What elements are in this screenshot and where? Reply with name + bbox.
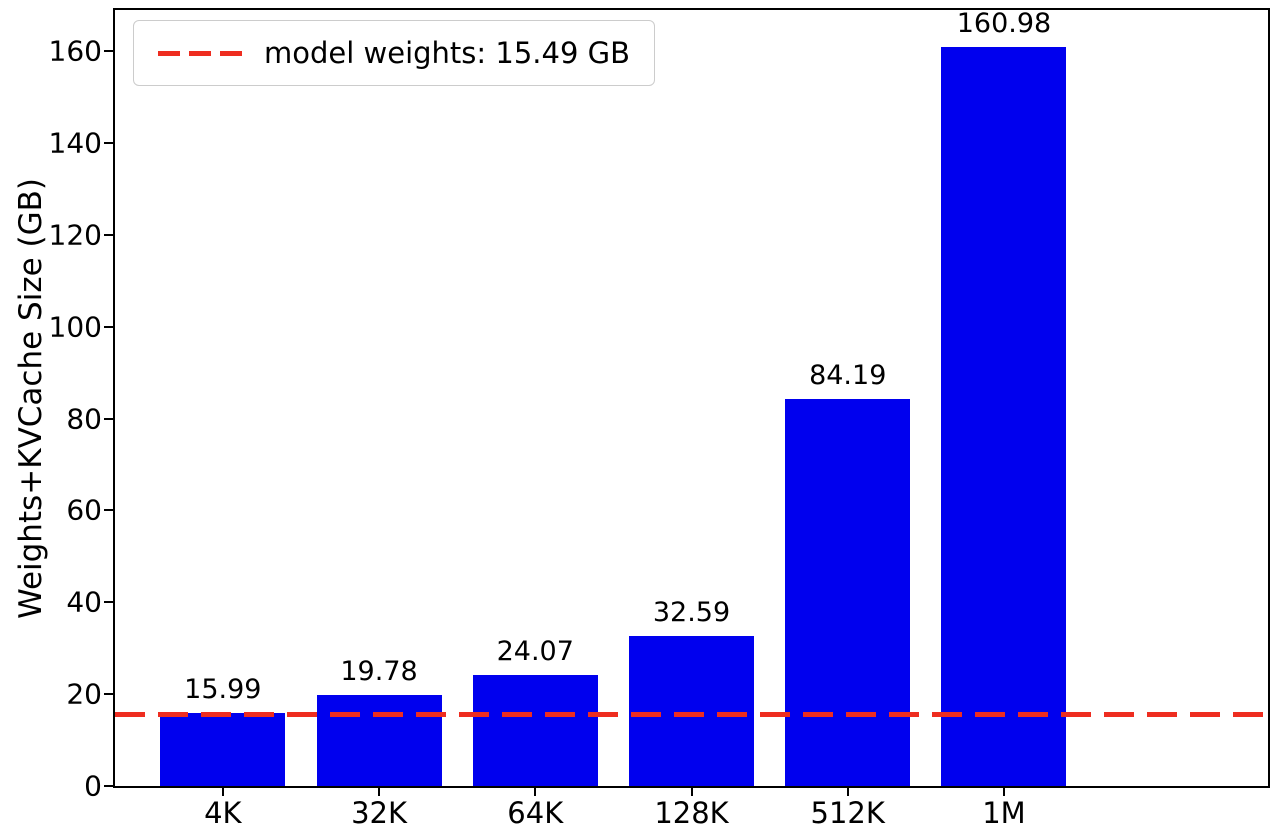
y-tick-mark: [104, 509, 113, 512]
x-tick-mark: [690, 788, 693, 796]
y-tick-label: 20: [66, 677, 102, 711]
bar-128K: [629, 636, 754, 786]
y-tick-label: 80: [66, 402, 102, 436]
legend-dashed-line-sample: [158, 50, 242, 56]
bar-value-label: 19.78: [340, 656, 418, 688]
y-tick-mark: [104, 142, 113, 145]
plot-area: model weights: 15.49 GB 15.99 19.78 24.07 3…: [113, 8, 1270, 788]
y-tick-label: 40: [66, 585, 102, 619]
bar-value-label: 160.98: [956, 7, 1052, 39]
bar-4K: [160, 712, 286, 786]
x-tick-label: 128K: [654, 796, 729, 830]
bar-64K: [472, 675, 598, 786]
y-tick-label: 100: [48, 310, 102, 344]
x-tick-mark: [221, 788, 224, 796]
x-tick-mark: [378, 788, 381, 796]
reference-line: [115, 712, 1268, 718]
x-tick-mark: [534, 788, 537, 796]
y-tick-label: 60: [66, 493, 102, 527]
y-tick-mark: [104, 693, 113, 696]
bar-1M: [941, 46, 1067, 786]
x-tick-label: 64K: [507, 796, 564, 830]
y-tick-mark: [104, 325, 113, 328]
y-tick-mark: [104, 785, 113, 787]
y-tick-label: 0: [84, 769, 102, 803]
y-tick-label: 140: [48, 126, 102, 160]
bar-value-label: 84.19: [809, 360, 887, 392]
y-tick-mark: [104, 233, 113, 236]
x-tick-label: 512K: [810, 796, 885, 830]
x-tick-mark: [846, 788, 849, 796]
y-tick-label: 160: [48, 34, 102, 68]
bar-value-label: 15.99: [184, 673, 262, 705]
bar-512K: [785, 399, 911, 786]
y-tick-mark: [104, 50, 113, 53]
y-axis-label-container: Weights+KVCache Size (GB): [8, 8, 54, 788]
x-tick-label: 32K: [351, 796, 407, 830]
y-tick-label: 120: [48, 218, 102, 252]
bar-32K: [316, 695, 442, 786]
y-tick-mark: [104, 417, 113, 420]
bar-value-label: 32.59: [652, 597, 731, 629]
x-tick-mark: [1002, 788, 1005, 796]
x-tick-label: 1M: [982, 796, 1026, 830]
y-tick-mark: [104, 601, 113, 604]
bar-value-label: 24.07: [496, 636, 574, 668]
legend-label: model weights: 15.49 GB: [264, 36, 630, 70]
legend: model weights: 15.49 GB: [133, 20, 655, 86]
x-tick-label: 4K: [204, 796, 242, 830]
